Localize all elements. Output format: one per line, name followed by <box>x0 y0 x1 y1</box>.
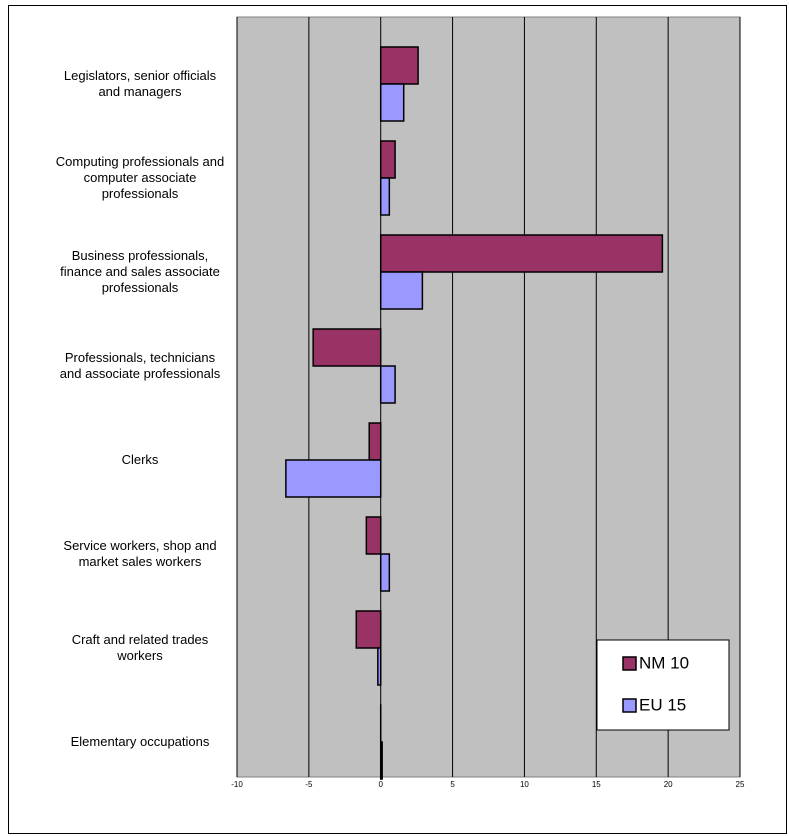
legend-swatch <box>622 656 637 671</box>
bar <box>365 516 382 555</box>
category-label: Craft and related trades workers <box>71 632 209 663</box>
legend-label: NM 10 <box>639 653 689 672</box>
bar <box>377 647 382 686</box>
legend-swatch <box>622 698 637 713</box>
x-tick-label: 0 <box>378 780 383 789</box>
x-tick-label: 10 <box>520 780 529 789</box>
category-label: Elementary occupations <box>70 734 210 749</box>
bar <box>312 328 382 367</box>
category-label: Legislators, senior officials and manage… <box>63 68 217 99</box>
x-tick-label: -5 <box>305 780 313 789</box>
category-label: Professionals, technicians and associate… <box>59 350 221 381</box>
bar <box>379 271 424 310</box>
bar <box>379 234 664 273</box>
category-label: Computing professionals and computer ass… <box>55 154 225 201</box>
legend-box <box>596 639 730 731</box>
bar <box>379 46 419 85</box>
bar <box>379 741 383 780</box>
x-tick-label: -10 <box>231 780 243 789</box>
category-label: Clerks <box>121 452 159 467</box>
legend-label: EU 15 <box>639 695 686 714</box>
x-tick-label: 25 <box>736 780 745 789</box>
bar <box>379 177 391 216</box>
bar <box>379 553 391 592</box>
bar <box>368 422 382 461</box>
x-tick-label: 20 <box>664 780 673 789</box>
bar <box>285 459 382 498</box>
category-label: Service workers, shop and market sales w… <box>63 538 217 569</box>
x-tick-label: 5 <box>450 780 455 789</box>
bar <box>379 140 396 179</box>
x-tick-label: 15 <box>592 780 601 789</box>
bar <box>379 83 405 122</box>
bar <box>379 365 396 404</box>
category-label: Business professionals, finance and sale… <box>60 248 220 295</box>
bar <box>355 610 382 649</box>
